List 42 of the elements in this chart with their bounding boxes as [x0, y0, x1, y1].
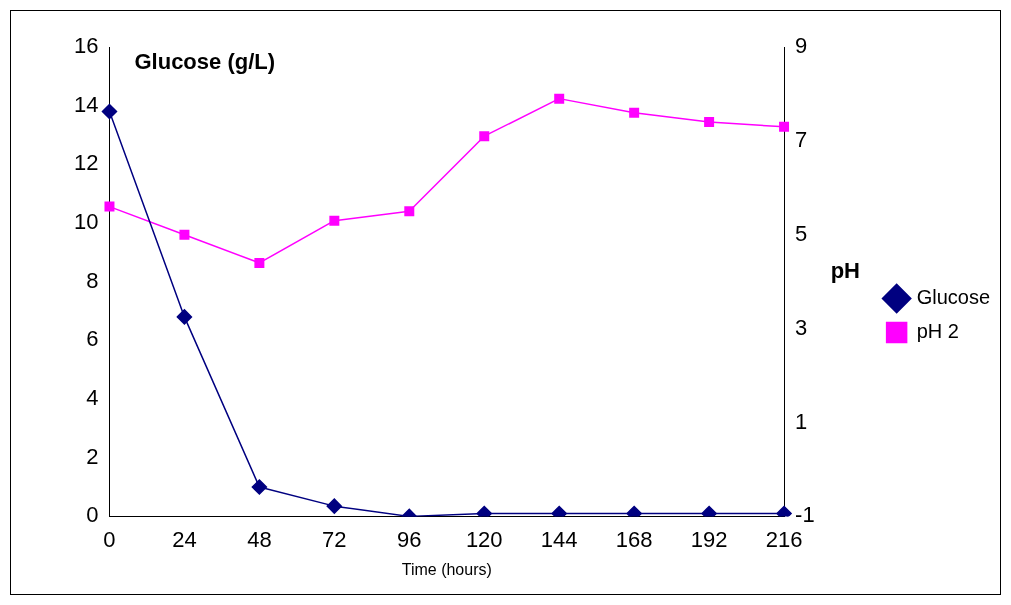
point — [329, 215, 340, 226]
y-tick-label: 14 — [73, 91, 99, 117]
y-tick-label: 4 — [86, 385, 99, 411]
point — [254, 257, 265, 268]
y-tick-label: 10 — [73, 209, 99, 235]
y2-tick-label: -1 — [795, 502, 815, 528]
y-tick-label: 8 — [86, 267, 99, 293]
point — [554, 93, 565, 104]
point — [779, 121, 790, 132]
x-tick-label: 96 — [397, 526, 422, 552]
x-tick-label: 72 — [322, 526, 347, 552]
y2-tick-label: 7 — [795, 126, 808, 152]
y2-tick-label: 9 — [795, 33, 808, 59]
legend-label: Glucose — [916, 286, 991, 309]
y-tick-label: 2 — [86, 443, 99, 469]
y2-tick-label: 3 — [795, 314, 808, 340]
y2-tick-label: 1 — [795, 408, 808, 434]
x-tick-label: 48 — [247, 526, 272, 552]
x-tick-label: 0 — [103, 526, 116, 552]
x-tick-label: 144 — [540, 526, 578, 552]
point — [176, 309, 193, 325]
x-tick-label: 168 — [615, 526, 653, 552]
point — [479, 131, 490, 142]
x-tick-label: 120 — [465, 526, 503, 552]
point — [104, 201, 115, 212]
point — [629, 107, 640, 118]
y-tick-label: 12 — [73, 150, 99, 176]
x-tick-label: 24 — [172, 526, 197, 552]
y-tick-label: 6 — [86, 326, 99, 352]
y-tick-label: 16 — [73, 33, 99, 59]
y-axis-title: Glucose (g/L) — [134, 49, 276, 75]
point — [404, 206, 415, 217]
x-axis-title: Time (hours) — [401, 560, 492, 578]
point — [101, 103, 118, 120]
point — [704, 117, 715, 128]
y2-tick-label: 5 — [795, 220, 808, 246]
point — [179, 229, 190, 240]
legend-label: pH 2 — [916, 320, 959, 343]
y-tick-label: 0 — [86, 502, 99, 528]
x-tick-label: 216 — [765, 526, 803, 552]
y2-axis-title: pH — [830, 258, 860, 284]
x-tick-label: 192 — [690, 526, 728, 552]
